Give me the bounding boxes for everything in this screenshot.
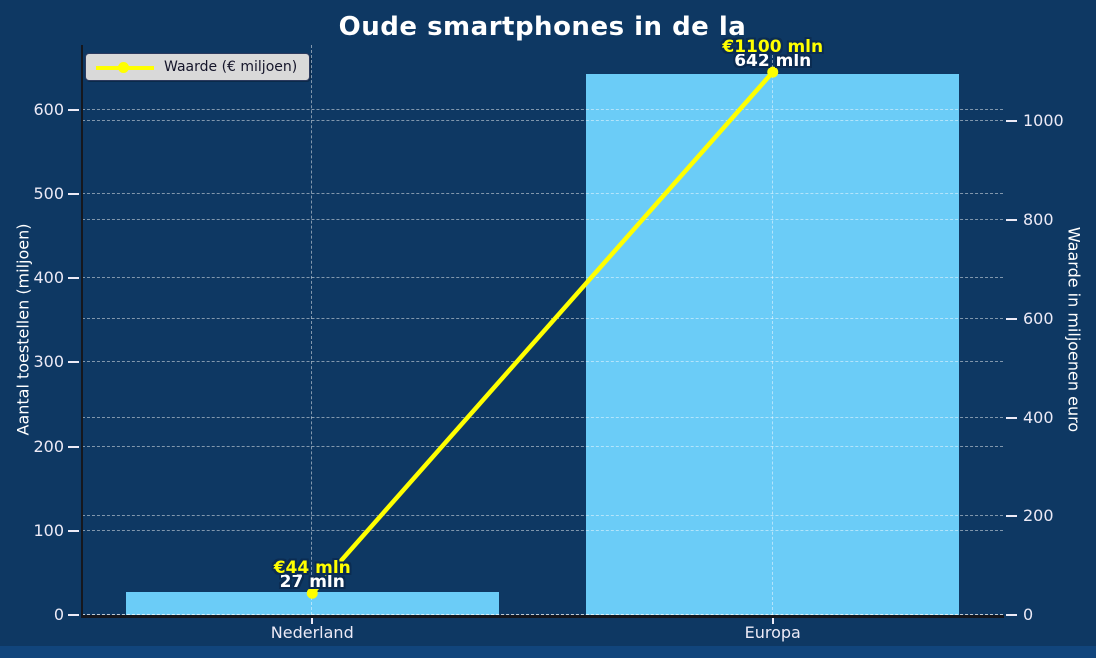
right-tick-400 [1006,416,1017,419]
right-tick-label-1000: 1000 [1023,111,1064,131]
left-tick-label-100: 100 [33,520,64,540]
right-tick-label-400: 400 [1023,407,1054,427]
category-label-nederland: Nederland [270,623,354,642]
line-value-label-nederland: €44 mln [273,558,351,579]
left-tick-100 [68,529,79,532]
left-tick-500 [68,193,79,196]
gridline-nederland [311,45,313,615]
left-tick-label-200: 200 [33,436,64,456]
right-tick-label-800: 800 [1023,210,1054,230]
line-circle-marker-icon [96,61,154,73]
bottom-tick-europa [771,618,774,624]
right-axis-title: Waarde in miljoenen euro [1064,226,1084,433]
right-tick-200 [1006,515,1017,518]
right-tick-1000 [1006,120,1017,123]
left-tick-label-300: 300 [33,352,64,372]
gridline-left-400 [82,277,1003,279]
plot-area [82,45,1003,615]
gridline-left-200 [82,445,1003,447]
right-tick-label-0: 0 [1023,605,1034,624]
left-tick-200 [68,445,79,448]
gridline-right-1000 [82,120,1003,122]
left-tick-600 [68,108,79,111]
left-tick-label-400: 400 [33,268,64,288]
legend: Waarde (€ miljoen) [85,53,311,81]
left-tick-300 [68,361,79,364]
footer-strip [0,646,1096,658]
bottom-tick-nederland [311,618,314,624]
line-point-nederland [306,587,318,599]
gridline-left-500 [82,193,1003,195]
bar-value-label-europa: 642 mln [734,51,812,72]
legend-label: Waarde (€ miljoen) [164,59,298,75]
bar-value-label-nederland: 27 mln [279,572,345,593]
waarde-line [306,66,779,599]
category-label-europa: Europa [744,623,801,642]
gridline-left-300 [82,361,1003,363]
right-tick-0 [1006,614,1017,616]
bar-europa [586,74,960,615]
right-tick-600 [1006,317,1017,320]
left-tick-label-500: 500 [33,184,64,204]
gridline-right-800 [82,219,1003,221]
gridline-europa [771,45,773,615]
right-tick-label-200: 200 [1023,506,1054,526]
left-tick-label-600: 600 [33,99,64,119]
right-tick-800 [1006,219,1017,222]
line-point-europa [767,66,779,78]
left-axis-title: Aantal toestellen (miljoen) [13,223,33,436]
left-tick-0 [68,614,79,616]
gridline-right-400 [82,416,1003,418]
bar-nederland [125,592,499,615]
gridline-left-100 [82,529,1003,531]
bottom-axis-spine [81,615,1004,618]
gridline-left-0 [82,614,1003,615]
gridline-right-200 [82,515,1003,517]
chart-title: Oude smartphones in de la [338,12,747,42]
left-tick-label-0: 0 [53,605,64,624]
gridline-right-600 [82,317,1003,319]
line-value-label-europa: €1100 mln [722,37,824,58]
legend-dot-swatch [118,62,129,73]
left-tick-400 [68,277,79,280]
right-tick-label-600: 600 [1023,308,1054,328]
left-axis-spine [81,45,83,617]
gridline-right-0 [82,614,1003,615]
gridline-left-600 [82,108,1003,110]
